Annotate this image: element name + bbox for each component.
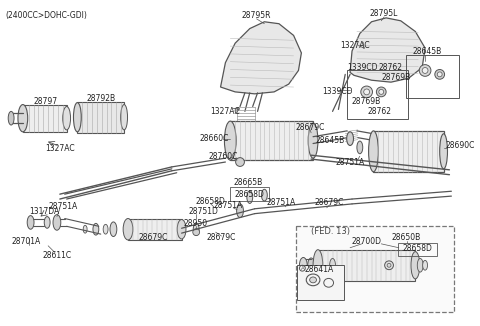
Text: 28665B: 28665B [233,178,263,187]
Text: 28611C: 28611C [42,251,72,260]
Text: A: A [300,266,304,271]
Ellipse shape [384,261,394,270]
Ellipse shape [300,258,307,273]
Ellipse shape [193,223,199,236]
Ellipse shape [103,224,108,234]
Ellipse shape [120,105,128,130]
Ellipse shape [237,204,243,217]
Text: 28769B: 28769B [381,73,410,82]
Text: 28679C: 28679C [139,233,168,243]
Ellipse shape [361,86,372,98]
Ellipse shape [193,229,200,236]
Bar [77,102,124,133]
Text: 1339CD: 1339CD [347,63,378,72]
Ellipse shape [313,250,323,281]
Ellipse shape [247,191,252,203]
Text: 1327AC: 1327AC [211,107,240,116]
Ellipse shape [8,111,14,125]
Text: 28950: 28950 [183,219,207,228]
Text: 28658D: 28658D [196,198,226,206]
Text: 28641A: 28641A [304,265,334,274]
Text: 28795L: 28795L [370,9,398,19]
Text: 28701A: 28701A [11,237,40,246]
Ellipse shape [225,121,236,160]
Bar [406,55,459,98]
Text: (FED. 13): (FED. 13) [311,227,350,236]
Ellipse shape [27,215,34,229]
Ellipse shape [369,131,378,172]
Ellipse shape [177,219,186,239]
Ellipse shape [63,107,71,130]
Ellipse shape [417,259,423,272]
Text: 28679C: 28679C [315,199,344,207]
Ellipse shape [357,141,363,154]
Bar [296,226,454,312]
Text: 28658D: 28658D [235,190,264,199]
Text: 28751D: 28751D [188,207,218,216]
Bar [128,218,181,240]
Ellipse shape [236,158,244,166]
Ellipse shape [411,252,420,279]
Text: 28792B: 28792B [86,94,115,103]
Ellipse shape [437,72,442,77]
Text: (2400CC>DOHC-GDI): (2400CC>DOHC-GDI) [5,11,87,20]
Text: 28679C: 28679C [296,124,325,132]
Text: 28760C: 28760C [209,152,238,161]
Ellipse shape [422,67,428,73]
Text: 28769B: 28769B [351,97,380,106]
Ellipse shape [364,89,370,95]
Text: 28645B: 28645B [316,136,345,145]
Text: 1317DA: 1317DA [29,207,60,216]
Bar [347,70,408,119]
Ellipse shape [419,65,431,76]
Ellipse shape [110,222,117,237]
Bar [298,265,344,300]
Text: 28751A: 28751A [336,157,365,167]
Bar [23,105,67,132]
Ellipse shape [53,215,61,230]
Text: 28700D: 28700D [352,237,382,246]
Ellipse shape [376,87,386,97]
Ellipse shape [310,277,316,283]
Bar [398,243,437,256]
Bar [230,187,269,201]
Bar [318,250,415,281]
Ellipse shape [440,134,447,169]
Text: 28751A: 28751A [214,201,243,210]
Text: 1327AC: 1327AC [45,144,75,153]
Text: 28762: 28762 [367,107,391,116]
Ellipse shape [423,260,428,270]
Ellipse shape [435,69,444,79]
Text: 28658D: 28658D [402,244,432,253]
Ellipse shape [262,189,267,201]
Text: 28762: 28762 [379,63,403,72]
Ellipse shape [308,123,318,158]
Ellipse shape [379,89,384,94]
Text: 28650B: 28650B [392,233,421,243]
Text: 28795R: 28795R [242,11,271,21]
Text: 28797: 28797 [33,97,57,106]
Polygon shape [350,18,425,82]
Ellipse shape [123,218,133,240]
Ellipse shape [308,258,314,273]
Text: 28690C: 28690C [445,141,475,150]
Text: 28679C: 28679C [207,233,236,243]
Ellipse shape [387,263,391,267]
Text: 28751A: 28751A [48,202,77,211]
Ellipse shape [73,103,81,132]
Text: 1327AC: 1327AC [340,41,370,50]
Text: 28645B: 28645B [412,48,442,56]
Ellipse shape [347,132,353,145]
Polygon shape [220,22,301,94]
Bar [373,131,444,172]
Ellipse shape [18,105,28,132]
Text: 1339CD: 1339CD [322,87,353,96]
Ellipse shape [44,216,50,228]
Text: 28660C: 28660C [199,134,228,143]
Ellipse shape [93,223,99,235]
Ellipse shape [330,259,336,272]
Ellipse shape [83,225,87,233]
Bar [230,121,313,160]
Text: 28751A: 28751A [266,199,296,207]
